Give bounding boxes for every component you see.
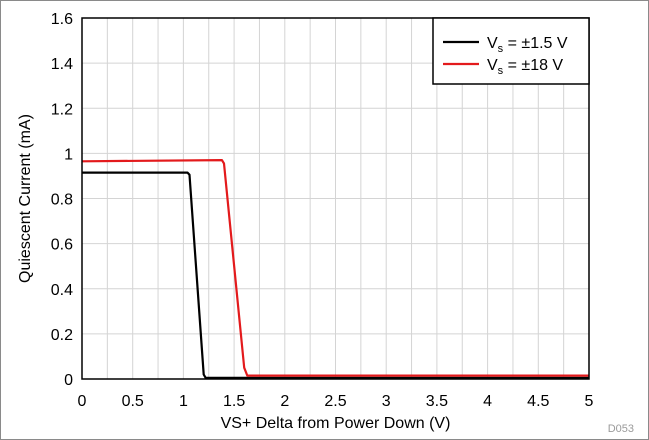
series-lines (81, 159, 589, 379)
legend-label-subscript: s (498, 65, 504, 77)
y-tick-label: 1 (64, 146, 73, 163)
x-tick-label: 1.5 (223, 393, 245, 410)
x-tick-label: 2.5 (324, 393, 346, 410)
legend-label-prefix: V (487, 35, 498, 52)
x-tick-label: 0.5 (122, 393, 144, 410)
legend-label: Vs = ±18 V (487, 57, 563, 77)
plot-area (81, 17, 590, 380)
x-tick-label: 0 (78, 393, 87, 410)
x-tick-label: 4 (483, 393, 492, 410)
legend-label: Vs = ±1.5 V (487, 35, 568, 55)
x-tick-label: 2 (280, 393, 289, 410)
x-tick-label: 3 (382, 393, 391, 410)
legend-label-text: = ±1.5 V (503, 35, 568, 52)
y-tick-label: 0.4 (51, 282, 73, 299)
y-axis-title: Quiescent Current (mA) (17, 114, 34, 283)
legend-label-text: = ±18 V (503, 57, 563, 74)
x-tick-label: 3.5 (426, 393, 448, 410)
y-tick-label: 1.2 (51, 101, 73, 118)
series-line-2 (81, 159, 589, 377)
y-tick-label: 1.6 (51, 11, 73, 28)
y-tick-labels: 0 0.2 0.4 0.6 0.8 1 1.2 1.4 1.6 (51, 11, 73, 389)
y-tick-label: 0 (64, 372, 73, 389)
y-tick-label: 1.4 (51, 56, 73, 73)
figure-code: D053 (608, 423, 634, 435)
legend-label-subscript: s (498, 43, 504, 55)
x-tick-labels: 0 0.5 1 1.5 2 2.5 3 3.5 4 4.5 5 (78, 393, 594, 410)
legend-label-prefix: V (487, 57, 498, 74)
x-tick-label: 1 (179, 393, 188, 410)
y-tick-label: 0.8 (51, 192, 73, 209)
x-axis-title: VS+ Delta from Power Down (V) (221, 415, 451, 432)
y-tick-label: 0.2 (51, 327, 73, 344)
series-line-1 (82, 171, 589, 379)
x-tick-label: 4.5 (527, 393, 549, 410)
y-tick-label: 0.6 (51, 237, 73, 254)
legend: Vs = ±1.5 VVs = ±18 V (432, 17, 590, 85)
legend-box (432, 17, 590, 85)
x-tick-label: 5 (585, 393, 594, 410)
